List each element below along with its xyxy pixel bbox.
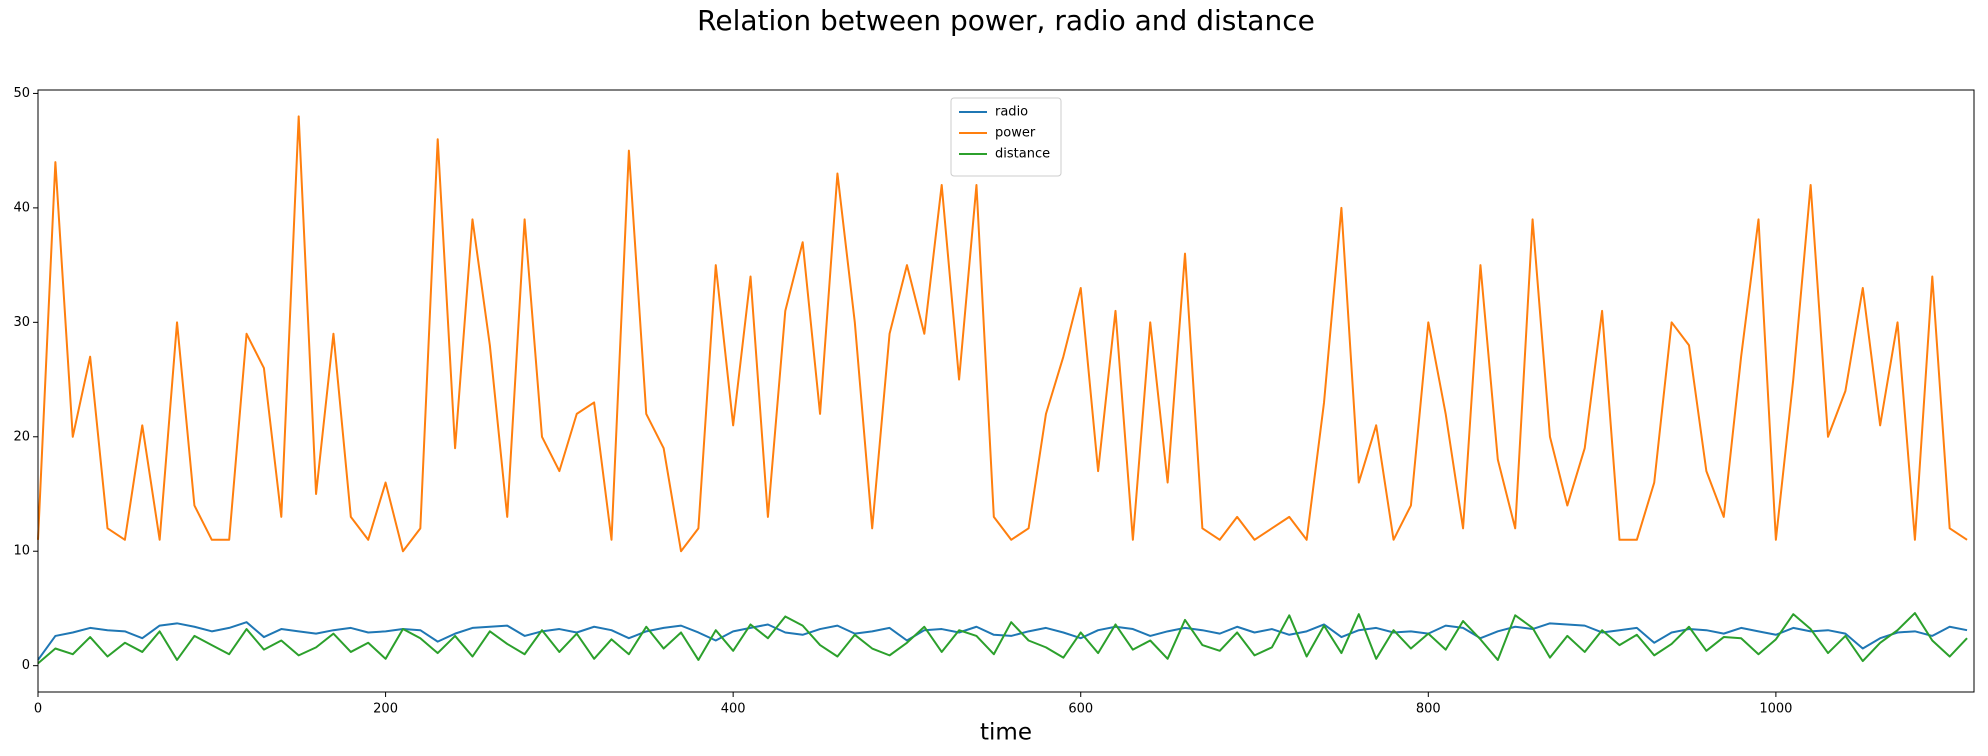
x-tick-label: 600: [1068, 702, 1093, 717]
line-series: [37, 115, 1968, 553]
legend-label: distance: [995, 147, 1050, 162]
plot-frame: [37, 89, 1975, 693]
x-tick-label: 800: [1416, 702, 1441, 717]
y-tick-label: 40: [13, 200, 30, 215]
legend-label: power: [995, 126, 1036, 141]
y-tick-label: 0: [22, 658, 30, 673]
y-tick-label: 20: [13, 429, 30, 444]
x-tick-label: 0: [34, 702, 42, 717]
y-tick-label: 50: [13, 86, 30, 101]
chart-title: Relation between power, radio and distan…: [697, 4, 1315, 37]
x-axis-label: time: [980, 720, 1032, 746]
x-tick-label: 400: [721, 702, 746, 717]
x-tick-label: 200: [373, 702, 398, 717]
legend-label: radio: [995, 105, 1028, 120]
x-tick-label: 1000: [1759, 702, 1792, 717]
y-tick-label: 30: [13, 315, 30, 330]
legend-box: [950, 97, 1062, 177]
line-series: [37, 621, 1968, 661]
line-series: [37, 612, 1968, 665]
y-tick-label: 10: [13, 544, 30, 559]
